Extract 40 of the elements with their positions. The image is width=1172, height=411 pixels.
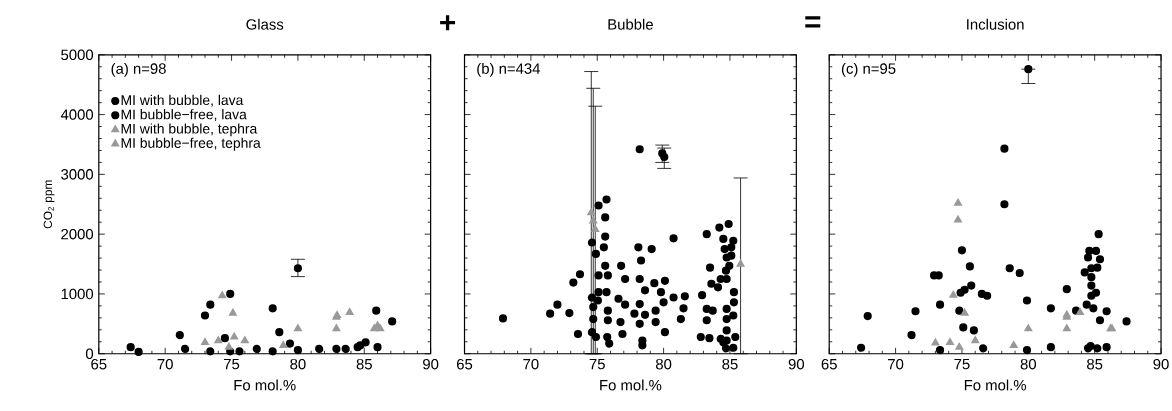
x-tick-label: 85 [1087, 359, 1103, 370]
x-tick-label: 80 [1020, 359, 1036, 370]
x-tick-label: 90 [788, 359, 805, 370]
chart-title: Inclusion [967, 19, 1024, 30]
legend-label: MI with bubble, lava [121, 95, 244, 107]
x-tick-label: 90 [423, 359, 439, 370]
x-tick-label: 90 [1153, 359, 1169, 370]
y-tick-label: 2000 [61, 229, 94, 240]
annotation: (c) n=95 [841, 63, 896, 78]
x-tick-label: 80 [655, 359, 672, 370]
y-tick-label: 4000 [60, 109, 94, 121]
x-tick-label: 75 [589, 359, 605, 370]
x-tick-label: 80 [290, 359, 306, 370]
text: + [440, 15, 456, 31]
x-tick-label: 65 [457, 359, 473, 370]
x-tick-label: 75 [954, 359, 970, 370]
y-tick-label: 1000 [61, 288, 94, 300]
legend-label: MI bubble−free, tephra [121, 137, 261, 151]
text: = [805, 16, 821, 28]
x-tick-label: 85 [722, 359, 738, 370]
legend-label: MI with bubble, tephra [121, 123, 258, 137]
x-axis-title: Fo mol.% [234, 379, 296, 391]
x-axis-title: Fo mol.% [600, 379, 662, 391]
chart-title: Glass [246, 19, 284, 30]
x-tick-label: 70 [523, 359, 539, 370]
y-tick-label: 5000 [61, 49, 94, 61]
x-tick-label: 65 [821, 359, 837, 370]
x-tick-label: 65 [91, 359, 107, 370]
legend-label: MI bubble−free, lava [121, 109, 247, 122]
y-tick-label: 3000 [61, 169, 94, 180]
y-axis-title: CO$_{2}$ ppm [43, 180, 55, 229]
x-tick-label: 85 [356, 359, 372, 370]
x-tick-label: 70 [157, 359, 173, 370]
x-axis-title: Fo mol.% [964, 379, 1027, 391]
chart-title: Bubble [608, 19, 653, 30]
y-tick-label: 0 [85, 348, 94, 360]
x-tick-label: 75 [224, 359, 240, 370]
annotation: (a) n=98 [111, 63, 166, 78]
annotation: (b) n=434 [477, 63, 541, 78]
x-tick-label: 70 [888, 359, 904, 370]
